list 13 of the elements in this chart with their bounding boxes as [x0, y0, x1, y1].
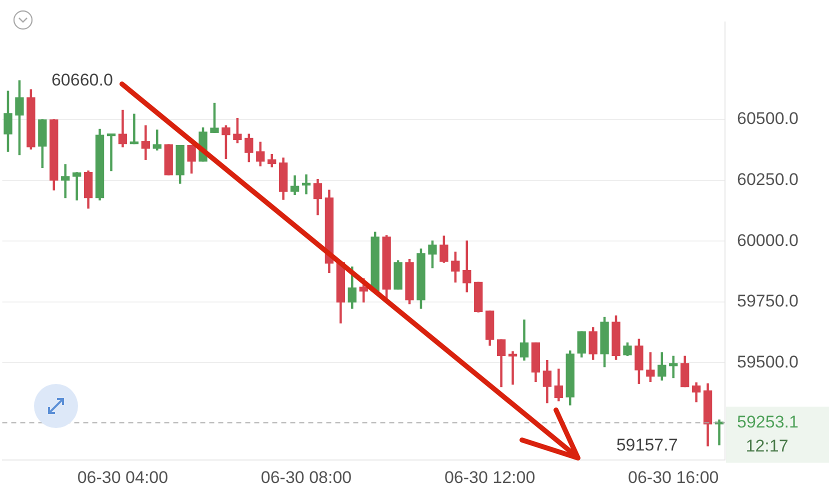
y-tick-label: 59500.0	[737, 352, 798, 372]
y-tick-label: 60500.0	[737, 109, 798, 128]
y-tick-label: 60000.0	[737, 230, 798, 250]
x-tick-label: 06-30 16:00	[628, 468, 719, 487]
text: 12:17	[746, 436, 788, 456]
ref-line-label: 59253.1	[737, 412, 798, 432]
y-tick-label: 60250.0	[737, 170, 798, 189]
x-tick-label: 06-30 08:00	[260, 468, 352, 487]
x-tick-label: 06-30 04:00	[77, 468, 168, 487]
annotation: 59157.7	[616, 436, 678, 455]
y-tick-label: 59750.0	[737, 292, 798, 311]
x-tick-label: 06-30 12:00	[444, 468, 536, 487]
annotation: 60660.0	[51, 70, 113, 90]
